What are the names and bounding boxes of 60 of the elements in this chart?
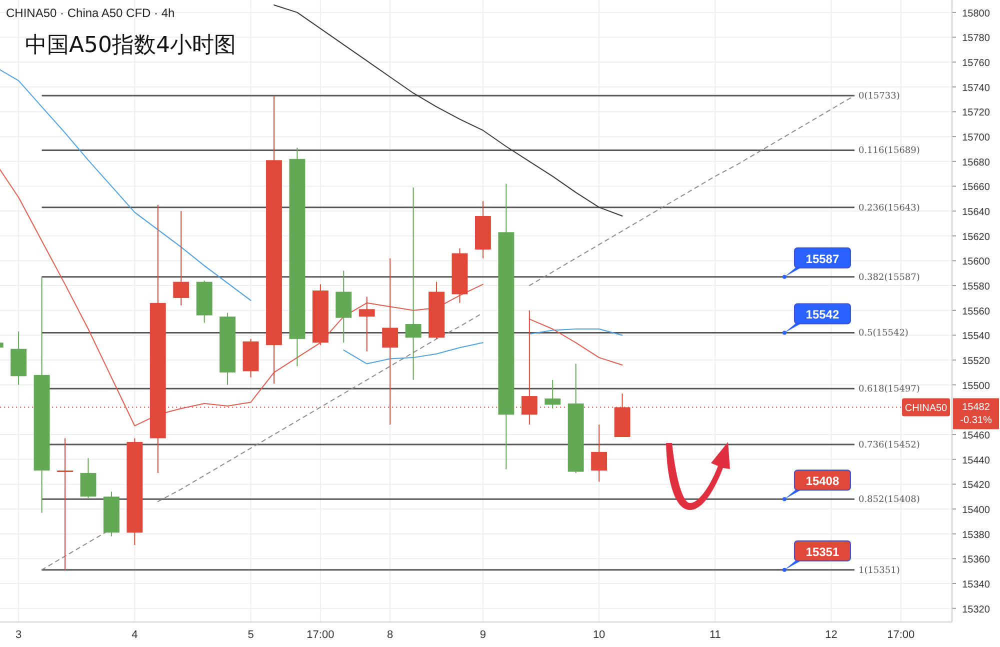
- candlestick: [173, 210, 190, 306]
- y-tick-label: 15360: [962, 554, 990, 566]
- y-tick-label: 15440: [962, 455, 990, 466]
- y-tick-label: 15600: [962, 256, 990, 268]
- x-tick-label: 17:00: [306, 629, 334, 641]
- y-tick-label: 15520: [962, 356, 990, 368]
- ref-line-label: 0.736(15452): [858, 440, 920, 450]
- text: CHINA50 · China A50 CFD · 4h: [6, 6, 175, 20]
- annotation: 15408: [806, 474, 840, 488]
- annotation: 15587: [806, 252, 840, 266]
- annotation: 15351: [806, 544, 840, 559]
- text: 15482: [962, 402, 990, 414]
- y-tick-label: 15400: [962, 505, 990, 516]
- y-tick-label: 15740: [962, 82, 990, 94]
- y-tick-label: 15800: [962, 8, 990, 20]
- ref-line-label: 0.618(15497): [858, 384, 920, 395]
- y-tick-label: 15660: [962, 182, 990, 194]
- candlestick: [358, 296, 375, 352]
- x-tick-label: 8: [387, 629, 394, 641]
- ref-line-label: 0.236(15643): [858, 203, 920, 214]
- y-tick-label: 15340: [962, 580, 990, 591]
- line-series: [273, 4, 623, 217]
- text: 中国A50指数4小时图: [25, 33, 236, 58]
- candlestick: [405, 186, 422, 380]
- x-tick-label: 11: [709, 629, 721, 641]
- x-tick-label: 10: [592, 629, 606, 641]
- y-tick-label: 15780: [962, 33, 990, 44]
- x-tick-label: 17:00: [887, 629, 915, 641]
- y-tick-label: 15500: [962, 380, 990, 392]
- ref-line-label: 0(15733): [858, 92, 900, 102]
- y-tick-label: 15620: [962, 232, 990, 243]
- y-tick-label: 15720: [962, 108, 990, 119]
- candlestick: [57, 438, 73, 570]
- y-tick-label: 15700: [962, 132, 990, 144]
- x-tick-label: 12: [825, 629, 838, 641]
- ref-line-label: 1(15351): [858, 566, 900, 576]
- y-tick-label: 15380: [962, 530, 990, 541]
- ref-line-label: 0.382(15587): [858, 272, 920, 283]
- ref-line-label: 0.852(15408): [858, 495, 920, 506]
- y-tick-label: 15640: [962, 207, 990, 218]
- candlestick: [544, 379, 561, 409]
- candlestick: [591, 424, 608, 482]
- x-tick-label: 9: [480, 629, 486, 641]
- x-tick-label: 3: [16, 629, 22, 641]
- y-tick-label: 15680: [962, 157, 990, 168]
- y-tick-label: 15760: [962, 58, 990, 70]
- y-tick-label: 15320: [962, 604, 990, 616]
- text: -0.31%: [960, 415, 992, 426]
- y-tick-label: 15560: [962, 306, 990, 318]
- y-tick-label: 15580: [962, 282, 990, 293]
- annotation: 15542: [806, 308, 840, 322]
- y-tick-label: 15540: [962, 331, 990, 342]
- y-tick-label: 15460: [962, 430, 990, 442]
- x-tick-label: 4: [132, 629, 138, 641]
- candlestick: [80, 458, 96, 498]
- x-tick-label: 5: [248, 629, 254, 641]
- ref-line-label: CHINA50: [904, 403, 948, 414]
- ref-line-label: 0.116(15689): [858, 146, 920, 156]
- ref-line-label: 0.5(15542): [858, 328, 908, 339]
- y-tick-label: 15420: [962, 480, 990, 492]
